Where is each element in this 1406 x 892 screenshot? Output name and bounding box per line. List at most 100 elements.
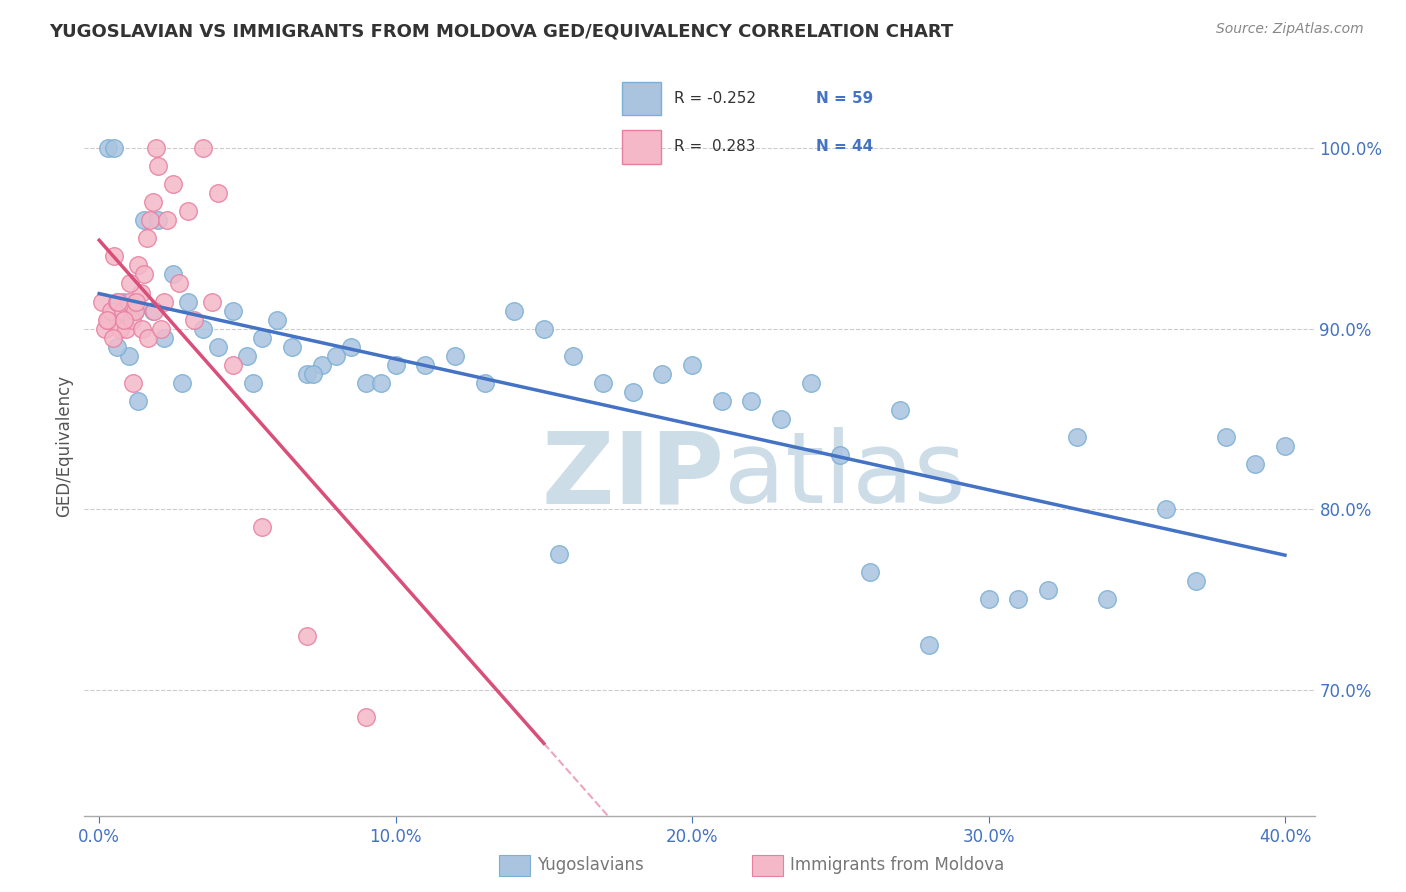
Point [236, 349, 259, 363]
Point [242, 376, 264, 390]
Y-axis label: GED/Equivalency: GED/Equivalency [55, 375, 73, 517]
Point [91, 294, 114, 309]
Text: N = 44: N = 44 [817, 139, 873, 153]
Point [413, 358, 436, 372]
Point [354, 376, 377, 390]
Point [150, 321, 173, 335]
Point [384, 358, 406, 372]
Point [129, 285, 152, 300]
Point [710, 393, 733, 408]
Point [177, 294, 200, 309]
Point [340, 340, 363, 354]
Point [156, 213, 179, 227]
Point [121, 312, 143, 326]
Point [547, 547, 569, 561]
Point [889, 403, 911, 417]
Point [101, 331, 124, 345]
Point [370, 376, 392, 390]
Point [131, 321, 153, 335]
Point [111, 303, 134, 318]
Point [830, 448, 852, 462]
Point [295, 367, 318, 381]
Point [136, 331, 159, 345]
Point [1156, 502, 1178, 516]
Text: ZIP: ZIP [541, 427, 724, 524]
Point [145, 141, 167, 155]
Point [221, 358, 243, 372]
Point [105, 294, 128, 309]
Point [105, 340, 128, 354]
Point [141, 303, 163, 318]
Point [281, 340, 304, 354]
Point [1095, 592, 1118, 607]
Point [124, 303, 146, 318]
Point [252, 331, 274, 345]
Point [1066, 430, 1088, 444]
Point [167, 277, 190, 291]
Point [138, 213, 160, 227]
Point [148, 213, 170, 227]
Point [177, 204, 200, 219]
Point [118, 349, 141, 363]
Point [111, 294, 134, 309]
Point [125, 294, 148, 309]
Point [533, 321, 555, 335]
Point [153, 294, 176, 309]
Point [977, 592, 1000, 607]
Point [1036, 583, 1059, 598]
Point [112, 312, 135, 326]
FancyBboxPatch shape [621, 82, 661, 115]
Point [183, 312, 205, 326]
Point [162, 177, 184, 191]
Point [127, 259, 149, 273]
Point [266, 312, 288, 326]
Point [651, 367, 673, 381]
Point [301, 367, 323, 381]
Point [127, 393, 149, 408]
Point [107, 294, 129, 309]
Point [859, 566, 882, 580]
Point [94, 321, 117, 335]
Point [740, 393, 762, 408]
Point [444, 349, 467, 363]
Point [325, 349, 347, 363]
Point [800, 376, 823, 390]
Point [141, 195, 163, 210]
FancyBboxPatch shape [621, 130, 661, 163]
Point [1007, 592, 1029, 607]
Point [1215, 430, 1237, 444]
Point [118, 294, 141, 309]
Point [474, 376, 496, 390]
Point [201, 294, 224, 309]
Point [120, 277, 142, 291]
Point [681, 358, 703, 372]
Point [162, 268, 184, 282]
Point [96, 312, 118, 326]
Point [769, 412, 792, 426]
Point [108, 321, 131, 335]
Point [97, 312, 120, 326]
Point [100, 303, 122, 318]
Point [1244, 457, 1267, 471]
Point [148, 159, 170, 173]
Point [172, 376, 194, 390]
Text: Immigrants from Moldova: Immigrants from Moldova [790, 856, 1004, 874]
Point [132, 268, 155, 282]
Point [592, 376, 614, 390]
Point [621, 384, 644, 399]
Point [97, 141, 120, 155]
Point [115, 321, 138, 335]
Point [252, 520, 274, 534]
Point [191, 321, 214, 335]
Point [135, 231, 157, 245]
Point [354, 710, 377, 724]
Point [1185, 574, 1208, 589]
Text: Source: ZipAtlas.com: Source: ZipAtlas.com [1216, 22, 1364, 37]
Point [143, 303, 166, 318]
Text: R = -0.252: R = -0.252 [675, 90, 756, 105]
Text: atlas: atlas [724, 427, 966, 524]
Point [122, 376, 145, 390]
Text: R =  0.283: R = 0.283 [675, 139, 756, 153]
Point [103, 249, 125, 263]
Point [191, 141, 214, 155]
